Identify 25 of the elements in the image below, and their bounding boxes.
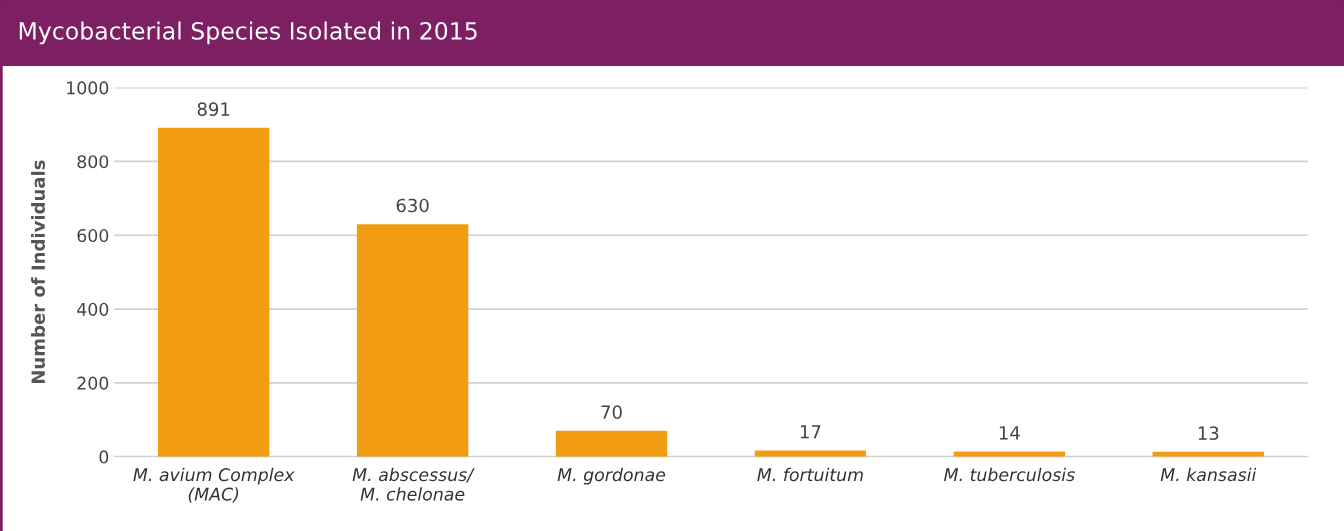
data-label: 13 (1198, 426, 1219, 441)
y-tick-label: 800 (77, 155, 109, 169)
x-tick-label: M. fortuitum (757, 467, 863, 482)
y-tick-label: 400 (77, 302, 109, 316)
data-label: 630 (396, 198, 429, 213)
data-label: 17 (800, 425, 821, 439)
y-tick-label: 600 (77, 228, 109, 243)
x-tick-label: M. abscessus/ M. chelonae (352, 467, 475, 501)
bar (158, 127, 270, 457)
y-tick-label: 1000 (67, 81, 109, 95)
data-label: 891 (197, 102, 230, 117)
y-axis-title: Number of Individuals (31, 160, 46, 384)
chart-title: Mycobacterial Species Isolated in 2015 (19, 21, 477, 45)
y-tick-label: 200 (77, 376, 109, 390)
data-label: 70 (601, 405, 622, 419)
bar (754, 450, 867, 457)
bar (555, 430, 668, 457)
bar (953, 451, 1066, 457)
x-tick-label: M. kansasii (1160, 467, 1257, 482)
x-tick-label: M. avium Complex (MAC) (133, 467, 295, 503)
y-tick-label: 0 (99, 450, 109, 464)
x-tick-label: M. gordonae (557, 467, 666, 485)
bar (356, 224, 469, 457)
data-label: 14 (999, 426, 1020, 440)
x-tick-label: M. tuberculosis (944, 467, 1075, 482)
